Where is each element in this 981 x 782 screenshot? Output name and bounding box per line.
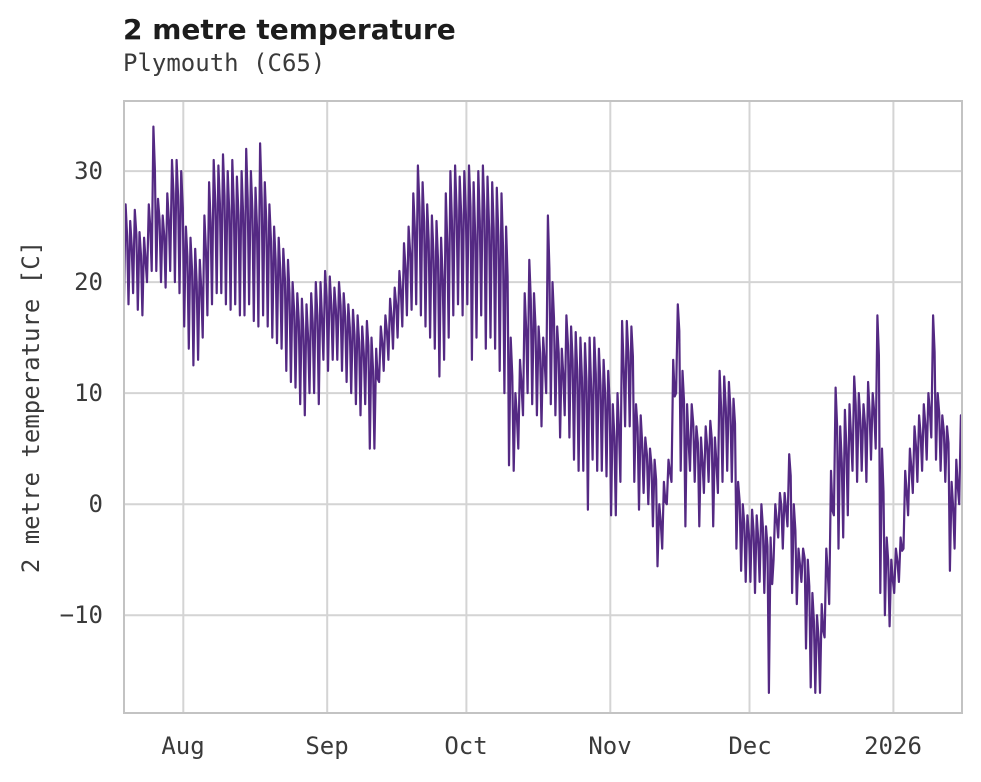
x-tick-label: Aug [161, 732, 205, 760]
page-subtitle: Plymouth (C65) [123, 49, 326, 77]
y-tick-label: 20 [74, 268, 103, 296]
y-tick-label: 10 [74, 379, 103, 407]
x-tick-label: 2026 [864, 732, 922, 760]
plot-border [123, 100, 963, 714]
x-tick-label: Nov [588, 732, 632, 760]
temperature-line-chart [123, 100, 963, 714]
x-tick-label: Dec [728, 732, 772, 760]
y-tick-label: 0 [88, 490, 103, 518]
plot-area [123, 100, 963, 714]
y-tick-label: −10 [59, 601, 103, 629]
page-title: 2 metre temperature [123, 13, 456, 46]
x-tick-label: Oct [444, 732, 488, 760]
y-tick-label: 30 [74, 157, 103, 185]
x-tick-label: Sep [305, 732, 349, 760]
temperature-series-line [123, 125, 963, 694]
